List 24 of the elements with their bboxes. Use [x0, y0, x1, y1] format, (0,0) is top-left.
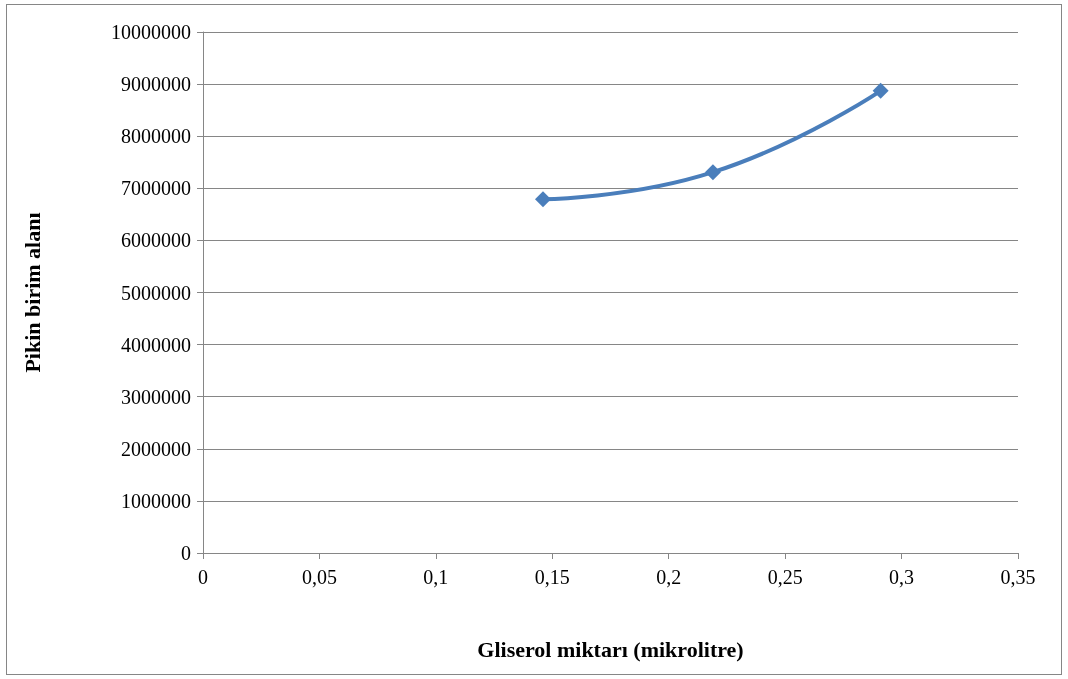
- y-tick-label: 0: [181, 542, 191, 564]
- x-tick-label: 0,25: [767, 566, 803, 588]
- y-tick-label: 6000000: [121, 229, 191, 252]
- x-tick-label: 0,15: [534, 566, 570, 588]
- y-tick-label: 7000000: [121, 177, 191, 200]
- x-tick-label: 0,3: [889, 566, 915, 588]
- x-tick-label: 0,05: [301, 566, 337, 588]
- point: [534, 191, 551, 208]
- x-tick-label: 0,1: [423, 566, 449, 588]
- point: [872, 82, 889, 99]
- y-tick-label: 1000000: [121, 489, 191, 512]
- y-tick-label: 8000000: [121, 125, 191, 148]
- x-tick-label: 0: [198, 566, 208, 588]
- y-tick-label: 4000000: [121, 333, 191, 356]
- x-tick-label: 0,35: [1000, 566, 1036, 588]
- y-tick-label: 10000000: [111, 21, 191, 43]
- x-axis-title: Gliserol miktarı (mikrolitre): [477, 636, 744, 662]
- x-tick-label: 0,2: [656, 566, 682, 588]
- y-tick-label: 2000000: [121, 437, 191, 460]
- y-tick-label: 5000000: [121, 281, 191, 304]
- y-axis-title: Pikin birim alanı: [19, 212, 45, 373]
- y-tick-label: 9000000: [121, 73, 191, 96]
- point: [704, 164, 721, 181]
- y-tick-label: 3000000: [121, 385, 191, 408]
